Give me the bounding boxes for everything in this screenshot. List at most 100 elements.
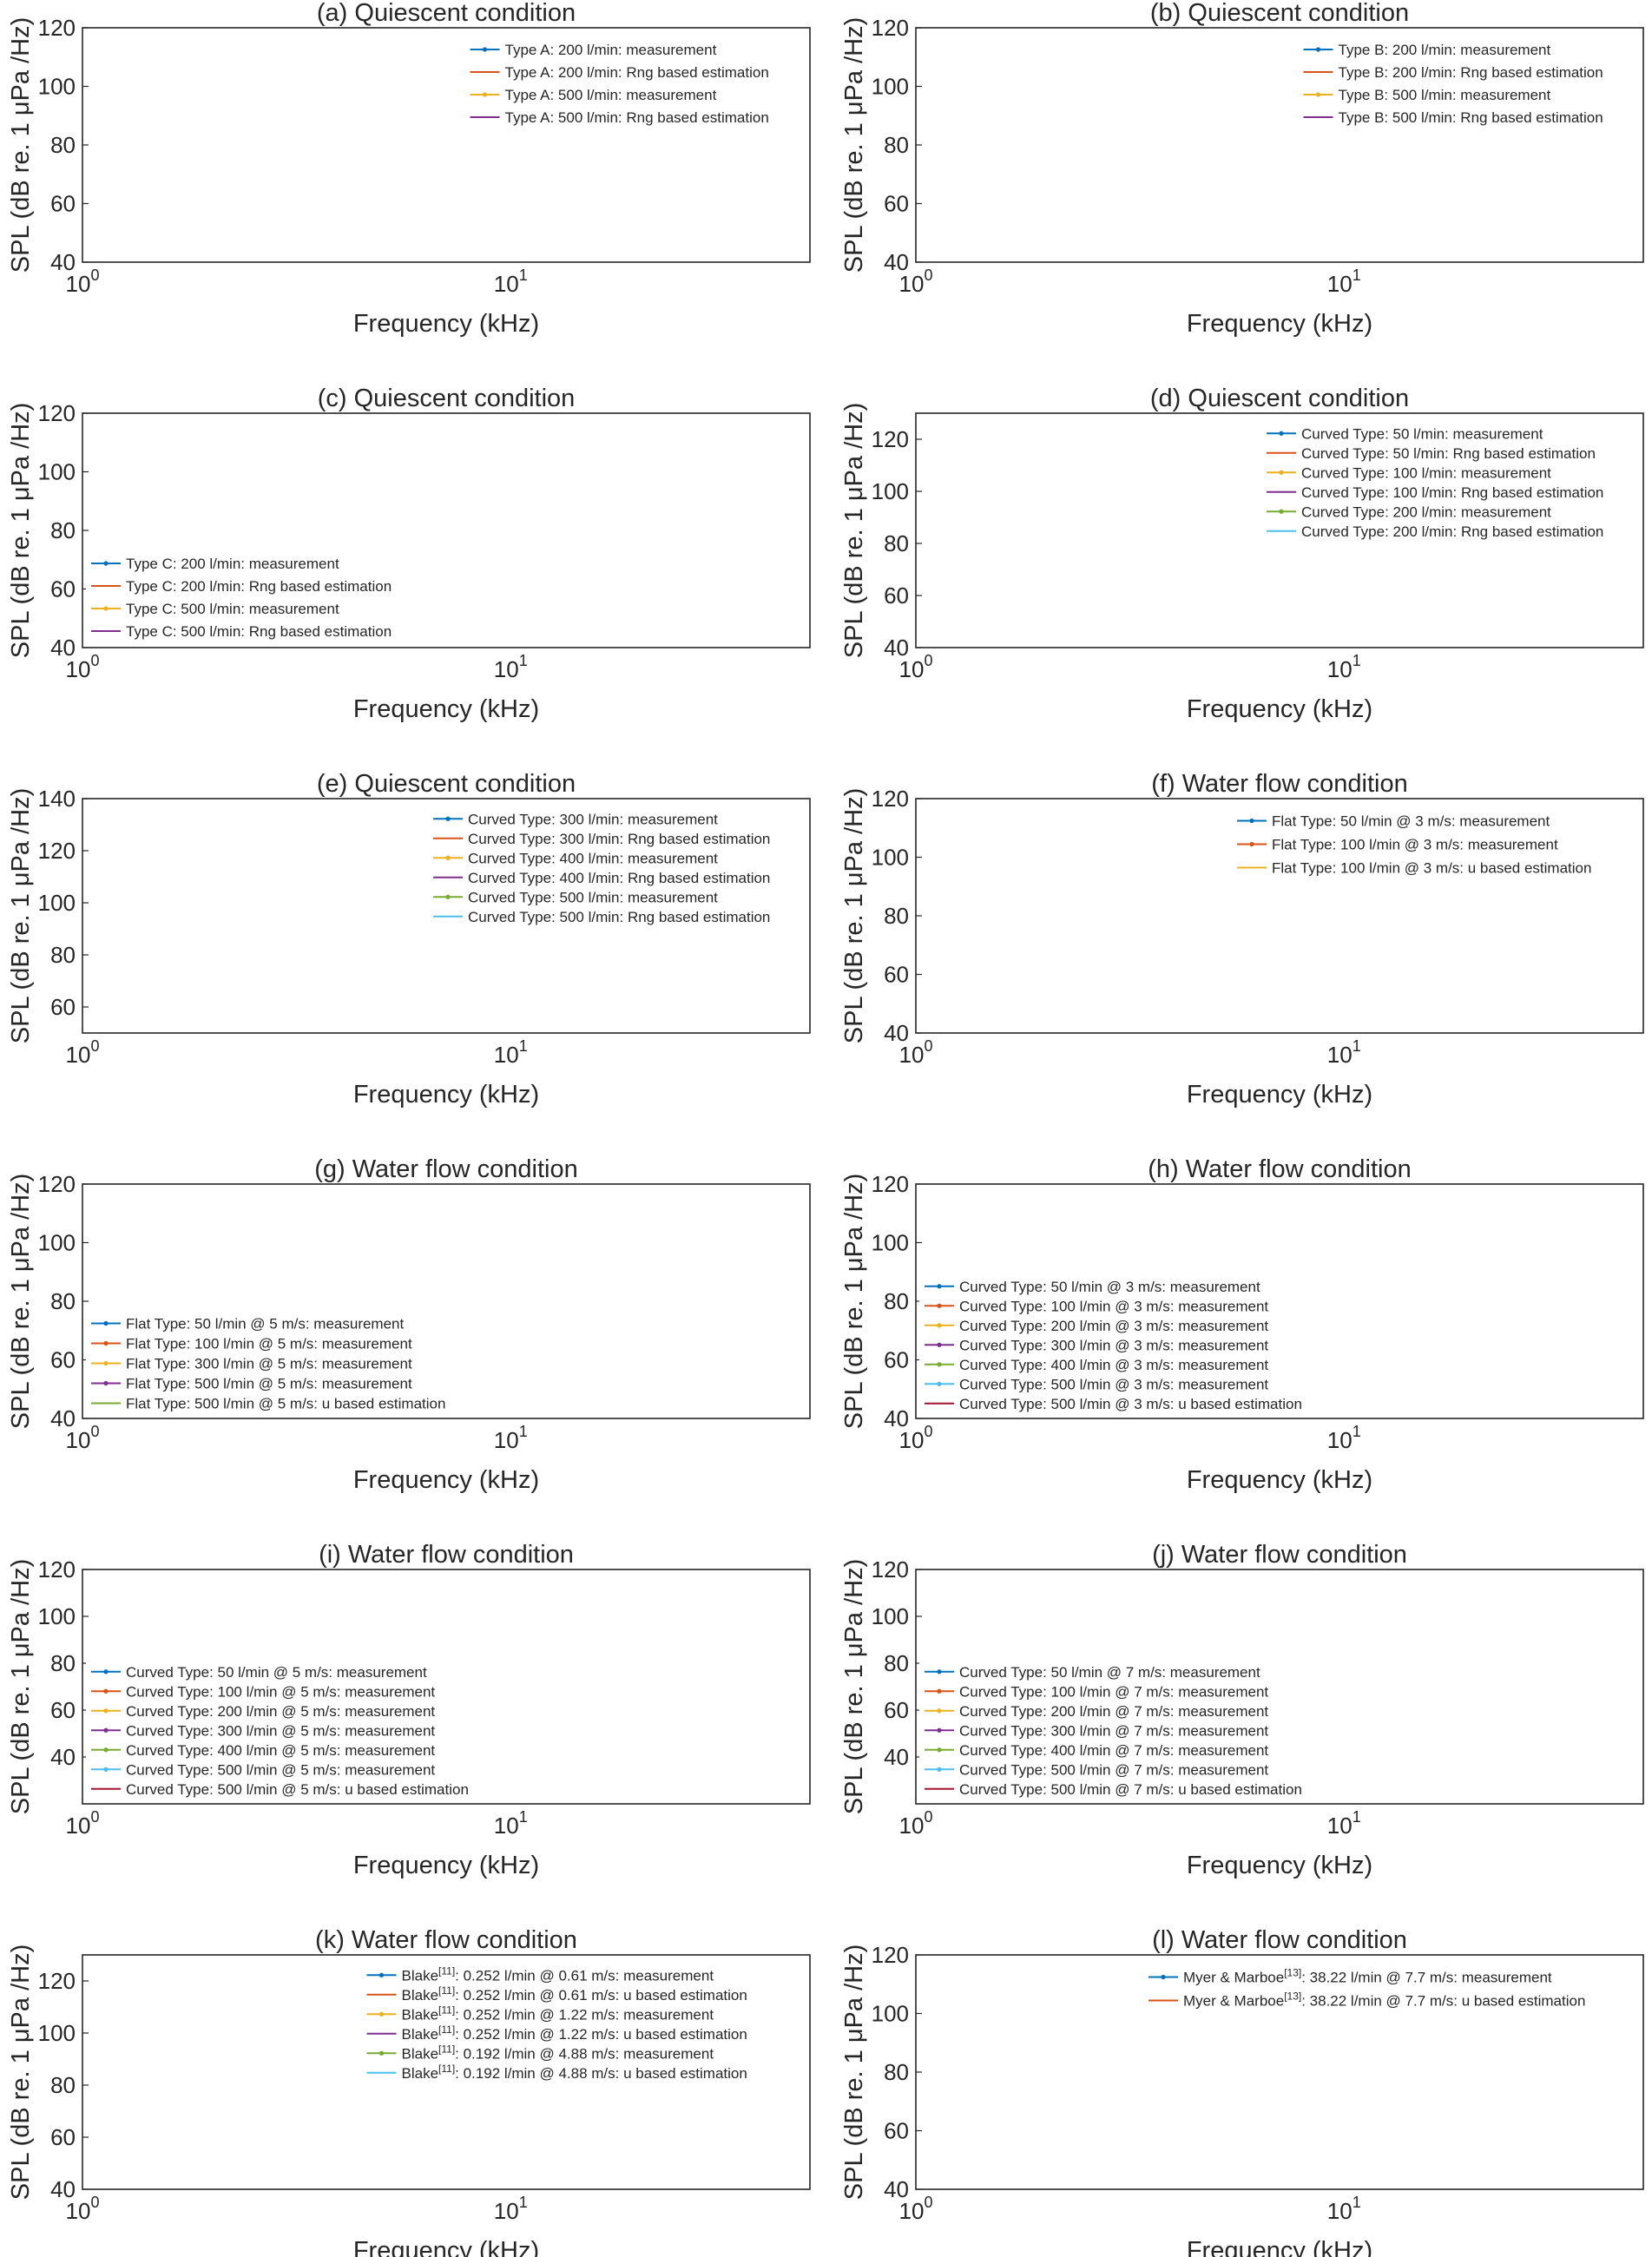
y-axis-label: SPL (dB re. 1 μPa /Hz) xyxy=(7,403,35,658)
x-axis-label: Frequency (kHz) xyxy=(353,1081,539,1109)
legend-box xyxy=(464,31,806,130)
legend-marker xyxy=(1279,431,1284,436)
legend-label: Curved Type: 500 l/min @ 5 m/s: measurem… xyxy=(126,1761,435,1778)
y-tick-label: 100 xyxy=(872,1230,909,1256)
y-tick-label: 120 xyxy=(872,1556,909,1583)
y-axis-label: SPL (dB re. 1 μPa /Hz) xyxy=(7,788,35,1043)
y-tick-label: 40 xyxy=(884,635,909,661)
chart-title: (d) Quiescent condition xyxy=(1150,385,1409,412)
legend-label: Type A: 500 l/min: measurement xyxy=(505,87,717,103)
x-tick-label: 101 xyxy=(494,266,528,297)
y-tick-label: 120 xyxy=(38,1968,76,1994)
legend-label: Type C: 500 l/min: measurement xyxy=(126,601,339,617)
legend-marker xyxy=(103,1708,109,1714)
legend-label: Flat Type: 500 l/min @ 5 m/s: measuremen… xyxy=(126,1376,412,1392)
legend: Curved Type: 50 l/min @ 3 m/s: measureme… xyxy=(919,1269,1342,1415)
y-axis-label: SPL (dB re. 1 μPa /Hz) xyxy=(7,1174,35,1429)
legend-label: Curved Type: 100 l/min: Rng based estima… xyxy=(1301,484,1603,501)
legend-box xyxy=(86,1306,494,1415)
legend-marker xyxy=(1279,509,1284,514)
x-tick-label: 100 xyxy=(899,1808,933,1839)
y-tick-label: 60 xyxy=(884,1347,909,1373)
y-axis-label: SPL (dB re. 1 μPa /Hz) xyxy=(7,17,35,273)
y-tick-label: 40 xyxy=(884,249,909,275)
legend-label: Curved Type: 500 l/min @ 7 m/s: measurem… xyxy=(959,1761,1268,1778)
y-tick-label: 40 xyxy=(50,249,76,275)
y-tick-label: 60 xyxy=(50,1697,76,1723)
x-tick-label: 100 xyxy=(66,1808,100,1839)
y-tick-label: 80 xyxy=(50,2072,76,2098)
y-tick-label: 100 xyxy=(38,890,76,916)
y-tick-label: 100 xyxy=(872,1603,909,1629)
y-tick-label: 60 xyxy=(50,1347,76,1373)
legend-label: Blake[11]: 0.252 l/min @ 1.22 m/s: u bas… xyxy=(402,2023,747,2043)
legend-label: Curved Type: 50 l/min: measurement xyxy=(1301,425,1543,442)
x-tick-label: 101 xyxy=(1327,1423,1361,1453)
y-tick-label: 60 xyxy=(50,994,76,1020)
legend-label: Curved Type: 200 l/min: Rng based estima… xyxy=(1301,523,1603,540)
y-tick-label: 40 xyxy=(50,2176,76,2202)
y-tick-label: 60 xyxy=(50,191,76,217)
y-tick-label: 60 xyxy=(884,962,909,988)
legend-marker xyxy=(1279,470,1284,475)
legend-marker xyxy=(482,47,488,52)
y-tick-label: 120 xyxy=(38,1171,76,1197)
y-axis-label: SPL (dB re. 1 μPa /Hz) xyxy=(840,1559,868,1814)
x-tick-label: 101 xyxy=(494,1037,528,1068)
legend-marker xyxy=(103,1688,109,1694)
x-tick-label: 100 xyxy=(899,1037,933,1068)
legend-marker xyxy=(937,1669,942,1675)
y-axis-label: SPL (dB re. 1 μPa /Hz) xyxy=(840,1944,868,2200)
y-tick-label: 120 xyxy=(872,786,909,812)
chart-title: (c) Quiescent condition xyxy=(318,385,576,412)
y-tick-label: 140 xyxy=(38,786,76,812)
y-tick-label: 120 xyxy=(38,400,76,426)
legend-label: Type C: 200 l/min: Rng based estimation xyxy=(126,578,392,595)
x-tick-label: 101 xyxy=(1327,2194,1361,2224)
y-tick-label: 80 xyxy=(884,530,909,556)
legend-box xyxy=(1232,802,1640,881)
chart-title: (b) Quiescent condition xyxy=(1150,0,1409,27)
legend-label: Type A: 500 l/min: Rng based estimation xyxy=(505,109,769,126)
x-axis-label: Frequency (kHz) xyxy=(1187,1852,1372,1879)
chart-panel: 40 60 80 100 120 100 101 (i) Water flow conditi… xyxy=(7,1541,811,1879)
legend-label: Type C: 500 l/min: Rng based estimation xyxy=(126,623,392,640)
legend-label: Curved Type: 500 l/min @ 3 m/s: measurem… xyxy=(959,1376,1268,1392)
legend-label: Curved Type: 300 l/min @ 5 m/s: measurem… xyxy=(126,1722,435,1739)
legend-marker xyxy=(937,1708,942,1714)
legend-box xyxy=(919,1269,1342,1415)
y-tick-label: 60 xyxy=(884,191,909,217)
legend-box xyxy=(86,545,428,644)
y-axis-label: SPL (dB re. 1 μPa /Hz) xyxy=(7,1944,35,2200)
legend-label: Blake[11]: 0.252 l/min @ 0.61 m/s: measu… xyxy=(402,1964,714,1984)
chart-title: (g) Water flow condition xyxy=(314,1155,578,1183)
x-axis-label: Frequency (kHz) xyxy=(353,695,539,723)
legend-box xyxy=(1143,1958,1640,2014)
y-tick-label: 80 xyxy=(50,132,76,158)
legend-marker xyxy=(103,1320,109,1326)
y-tick-label: 80 xyxy=(884,132,909,158)
y-tick-label: 80 xyxy=(50,942,76,968)
x-tick-label: 100 xyxy=(899,2194,933,2224)
legend-label: Curved Type: 50 l/min @ 3 m/s: measureme… xyxy=(959,1279,1260,1295)
legend-marker xyxy=(103,561,109,566)
legend-marker xyxy=(937,1303,942,1308)
legend: Myer & Marboe[13]: 38.22 l/min @ 7.7 m/s… xyxy=(1143,1958,1640,2014)
legend-label: Type B: 500 l/min: Rng based estimation xyxy=(1339,109,1603,126)
legend-label: Curved Type: 500 l/min @ 3 m/s: u based … xyxy=(959,1396,1302,1412)
x-tick-label: 100 xyxy=(899,652,933,682)
y-tick-label: 40 xyxy=(50,1405,76,1431)
legend-marker xyxy=(937,1284,942,1289)
legend-label: Curved Type: 100 l/min @ 3 m/s: measurem… xyxy=(959,1298,1268,1314)
legend: Curved Type: 50 l/min: measurement Curved… xyxy=(1261,417,1640,543)
y-tick-label: 120 xyxy=(872,1942,909,1968)
x-tick-label: 100 xyxy=(66,2194,100,2224)
legend-marker xyxy=(103,1380,109,1386)
legend-label: Curved Type: 100 l/min @ 5 m/s: measurem… xyxy=(126,1683,435,1700)
y-tick-label: 100 xyxy=(38,1603,76,1629)
chart-panel: 40 60 80 100 120 100 101 (k) Water flow conditi… xyxy=(7,1926,811,2257)
chart-panel: 40 60 80 100 120 100 101 (j) Water flow conditi… xyxy=(840,1541,1644,1879)
legend-marker xyxy=(103,1767,109,1772)
y-tick-label: 100 xyxy=(872,845,909,871)
legend-label: Blake[11]: 0.192 l/min @ 4.88 m/s: measu… xyxy=(402,2043,714,2062)
